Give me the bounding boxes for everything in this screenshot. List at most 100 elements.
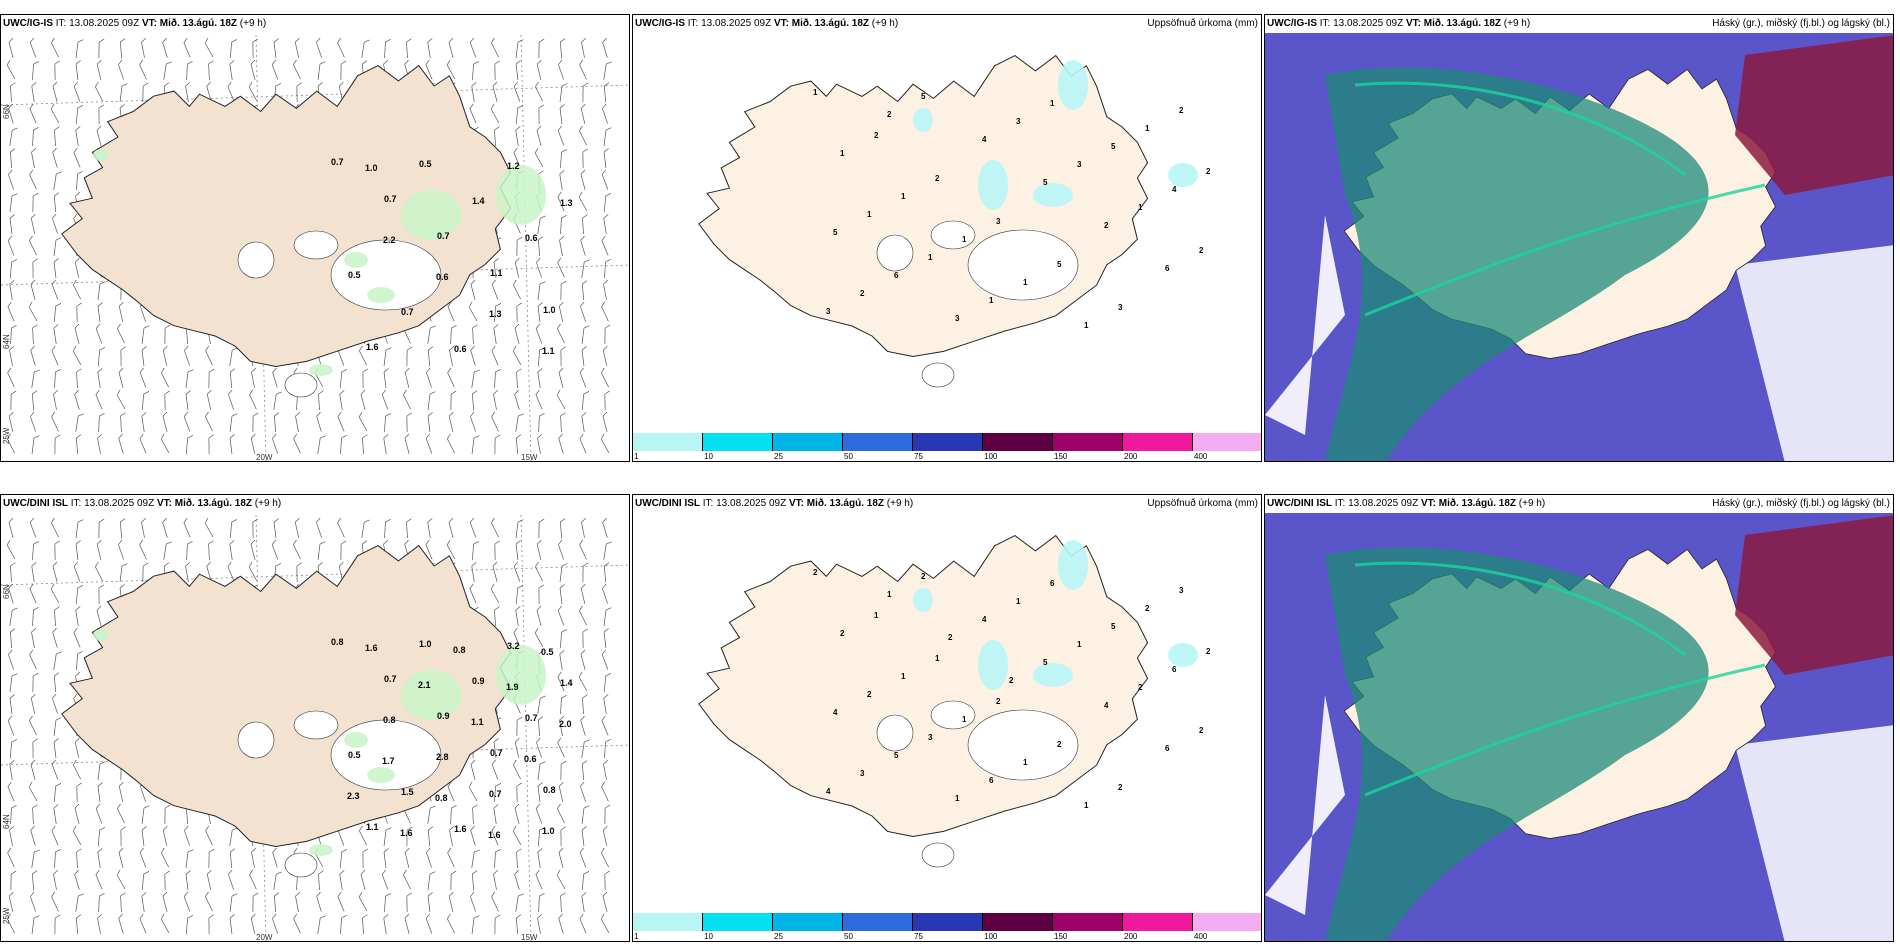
wind-value-label: 2.1	[418, 680, 431, 690]
wind-barb-icon	[31, 849, 40, 868]
wind-barb-icon	[469, 37, 477, 58]
wind-barb-icon	[558, 59, 564, 80]
wind-barb-icon	[538, 584, 544, 605]
precip-value-label: 4	[982, 135, 987, 144]
wind-barb-icon	[294, 517, 300, 538]
lat-label: 25W	[2, 907, 11, 924]
colorbar-cell	[1053, 433, 1123, 451]
wind-barb-icon	[75, 585, 84, 605]
wind-value-label: 0.7	[384, 674, 397, 684]
wind-barb-icon	[450, 870, 457, 891]
wind-barb-icon	[75, 893, 84, 912]
precip-value-label: 2	[887, 110, 892, 119]
wind-barb-icon	[204, 517, 214, 538]
precip-value-label: 2	[860, 289, 865, 298]
wind-barb-icon	[76, 368, 82, 389]
wind-barb-icon	[582, 562, 589, 583]
wind-barb-icon	[406, 346, 413, 367]
wind-barb-icon	[516, 368, 522, 389]
wind-barb-icon	[426, 847, 432, 868]
wind-barb-icon	[535, 803, 543, 824]
colorbar-label: 200	[1124, 932, 1138, 941]
wind-barb-icon	[535, 323, 543, 344]
wind-barb-icon	[208, 848, 215, 869]
precip-value-label: 2	[840, 629, 845, 638]
lat-label: 64N	[2, 334, 11, 349]
wind-barb-icon	[404, 847, 410, 868]
wind-barb-icon	[30, 345, 36, 366]
wind-barb-icon	[53, 672, 60, 693]
wind-barb-icon	[116, 869, 126, 890]
wind-barb-icon	[579, 539, 587, 560]
wind-barb-icon	[227, 561, 235, 582]
wind-barb-icon	[447, 433, 455, 454]
precip-patch	[93, 629, 109, 641]
precip-value-label: 1	[874, 611, 879, 620]
cloud-map-row2	[1265, 513, 1893, 941]
precip-value-label: 1	[1077, 640, 1082, 649]
colorbar-cell	[843, 913, 913, 931]
wind-barb-icon	[381, 389, 389, 410]
wind-barb-icon	[580, 781, 586, 802]
wind-barb-icon	[295, 411, 301, 432]
wind-barb-icon	[514, 737, 520, 758]
wind-barb-icon	[603, 673, 612, 693]
wind-barb-icon	[536, 59, 542, 80]
wind-barb-icon	[447, 367, 455, 388]
glacier	[237, 721, 275, 759]
precip-title-row1: Uppsöfnuð úrkoma (mm)	[1147, 18, 1258, 29]
wind-barb-icon	[75, 413, 84, 432]
wind-barb-icon	[208, 434, 214, 455]
wind-barb-icon	[249, 869, 257, 890]
wind-barb-icon	[383, 914, 389, 934]
wind-barb-icon	[450, 324, 457, 345]
wind-barb-icon	[7, 367, 15, 388]
precip-value-label: 4	[982, 615, 987, 624]
wind-barb-icon	[490, 103, 500, 124]
wind-value-label: 0.5	[541, 647, 554, 657]
precip-panel-row1: UWC/IG-IS IT: 13.08.2025 09Z VT: Mið. 13…	[632, 14, 1262, 462]
wind-barb-icon	[491, 891, 499, 912]
precip-value-label: 6	[1050, 579, 1055, 588]
wind-barb-icon	[162, 891, 168, 912]
wind-barb-icon	[273, 38, 279, 58]
wind-barb-icon	[184, 825, 190, 846]
wind-barb-icon	[7, 847, 15, 868]
wind-barb-icon	[118, 59, 124, 80]
wind-value-label: 0.6	[525, 233, 538, 243]
wind-barb-icon	[95, 803, 103, 824]
wind-barb-icon	[51, 891, 59, 912]
wind-barb-icon	[52, 693, 58, 714]
wind-value-label: 1.2	[507, 161, 520, 171]
wind-barb-icon	[9, 739, 18, 759]
wind-barb-icon	[383, 347, 392, 366]
wind-barb-icon	[581, 37, 587, 58]
wind-barb-icon	[75, 60, 81, 80]
wind-barb-icon	[360, 389, 366, 410]
wind-barb-icon	[494, 368, 501, 389]
lon-label: 15W	[521, 933, 538, 942]
wind-barb-icon	[513, 759, 521, 780]
cloud-contour	[1354, 81, 1686, 177]
wind-barb-icon	[362, 434, 368, 455]
precip-value-label: 2	[1206, 647, 1211, 656]
wind-barb-icon	[471, 849, 480, 868]
wind-barb-icon	[559, 149, 568, 169]
wind-barb-icon	[120, 892, 126, 913]
wind-value-label: 0.8	[435, 793, 448, 803]
wind-barb-icon	[75, 39, 84, 58]
wind-barb-icon	[492, 561, 498, 582]
wind-barb-icon	[556, 869, 566, 890]
wind-barb-icon	[76, 782, 82, 803]
wind-barb-icon	[515, 434, 522, 455]
wind-barb-icon	[494, 434, 501, 455]
precip-value-label: 1	[901, 192, 906, 201]
wind-barb-icon	[471, 82, 477, 102]
wind-barb-icon	[559, 170, 565, 190]
wind-barb-icon	[229, 434, 235, 454]
wind-barb-icon	[164, 324, 171, 345]
wind-barb-icon	[205, 891, 213, 912]
precip-value-label: 5	[1043, 178, 1048, 187]
cloud-header-row1: UWC/IG-IS IT: 13.08.2025 09Z VT: Mið. 13…	[1267, 18, 1531, 29]
wind-barb-icon	[601, 649, 609, 670]
